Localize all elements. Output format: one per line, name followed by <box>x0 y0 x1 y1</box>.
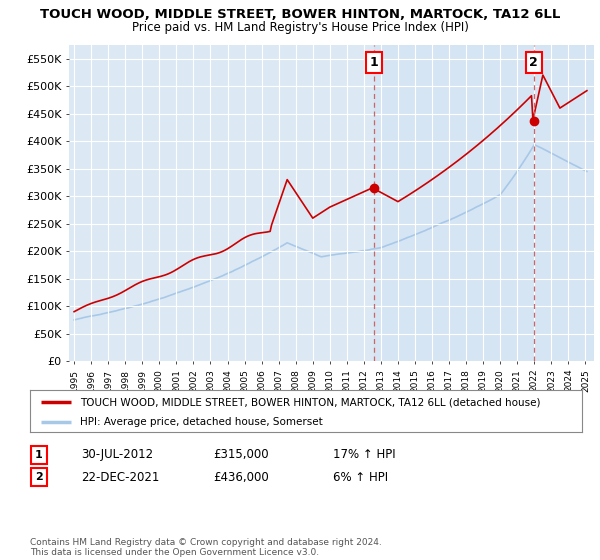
Text: 2: 2 <box>35 472 43 482</box>
Bar <box>374 45 594 361</box>
Text: TOUCH WOOD, MIDDLE STREET, BOWER HINTON, MARTOCK, TA12 6LL: TOUCH WOOD, MIDDLE STREET, BOWER HINTON,… <box>40 8 560 21</box>
Text: £315,000: £315,000 <box>213 448 269 461</box>
Text: TOUCH WOOD, MIDDLE STREET, BOWER HINTON, MARTOCK, TA12 6LL (detached house): TOUCH WOOD, MIDDLE STREET, BOWER HINTON,… <box>80 397 540 407</box>
Text: Contains HM Land Registry data © Crown copyright and database right 2024.
This d: Contains HM Land Registry data © Crown c… <box>30 538 382 557</box>
Text: 1: 1 <box>35 450 43 460</box>
Text: 2: 2 <box>529 56 538 69</box>
Text: 1: 1 <box>370 56 378 69</box>
Text: 30-JUL-2012: 30-JUL-2012 <box>81 448 153 461</box>
Text: 22-DEC-2021: 22-DEC-2021 <box>81 470 160 484</box>
Text: £436,000: £436,000 <box>213 470 269 484</box>
Text: HPI: Average price, detached house, Somerset: HPI: Average price, detached house, Some… <box>80 417 322 427</box>
Text: 17% ↑ HPI: 17% ↑ HPI <box>333 448 395 461</box>
Text: 6% ↑ HPI: 6% ↑ HPI <box>333 470 388 484</box>
Text: Price paid vs. HM Land Registry's House Price Index (HPI): Price paid vs. HM Land Registry's House … <box>131 21 469 34</box>
